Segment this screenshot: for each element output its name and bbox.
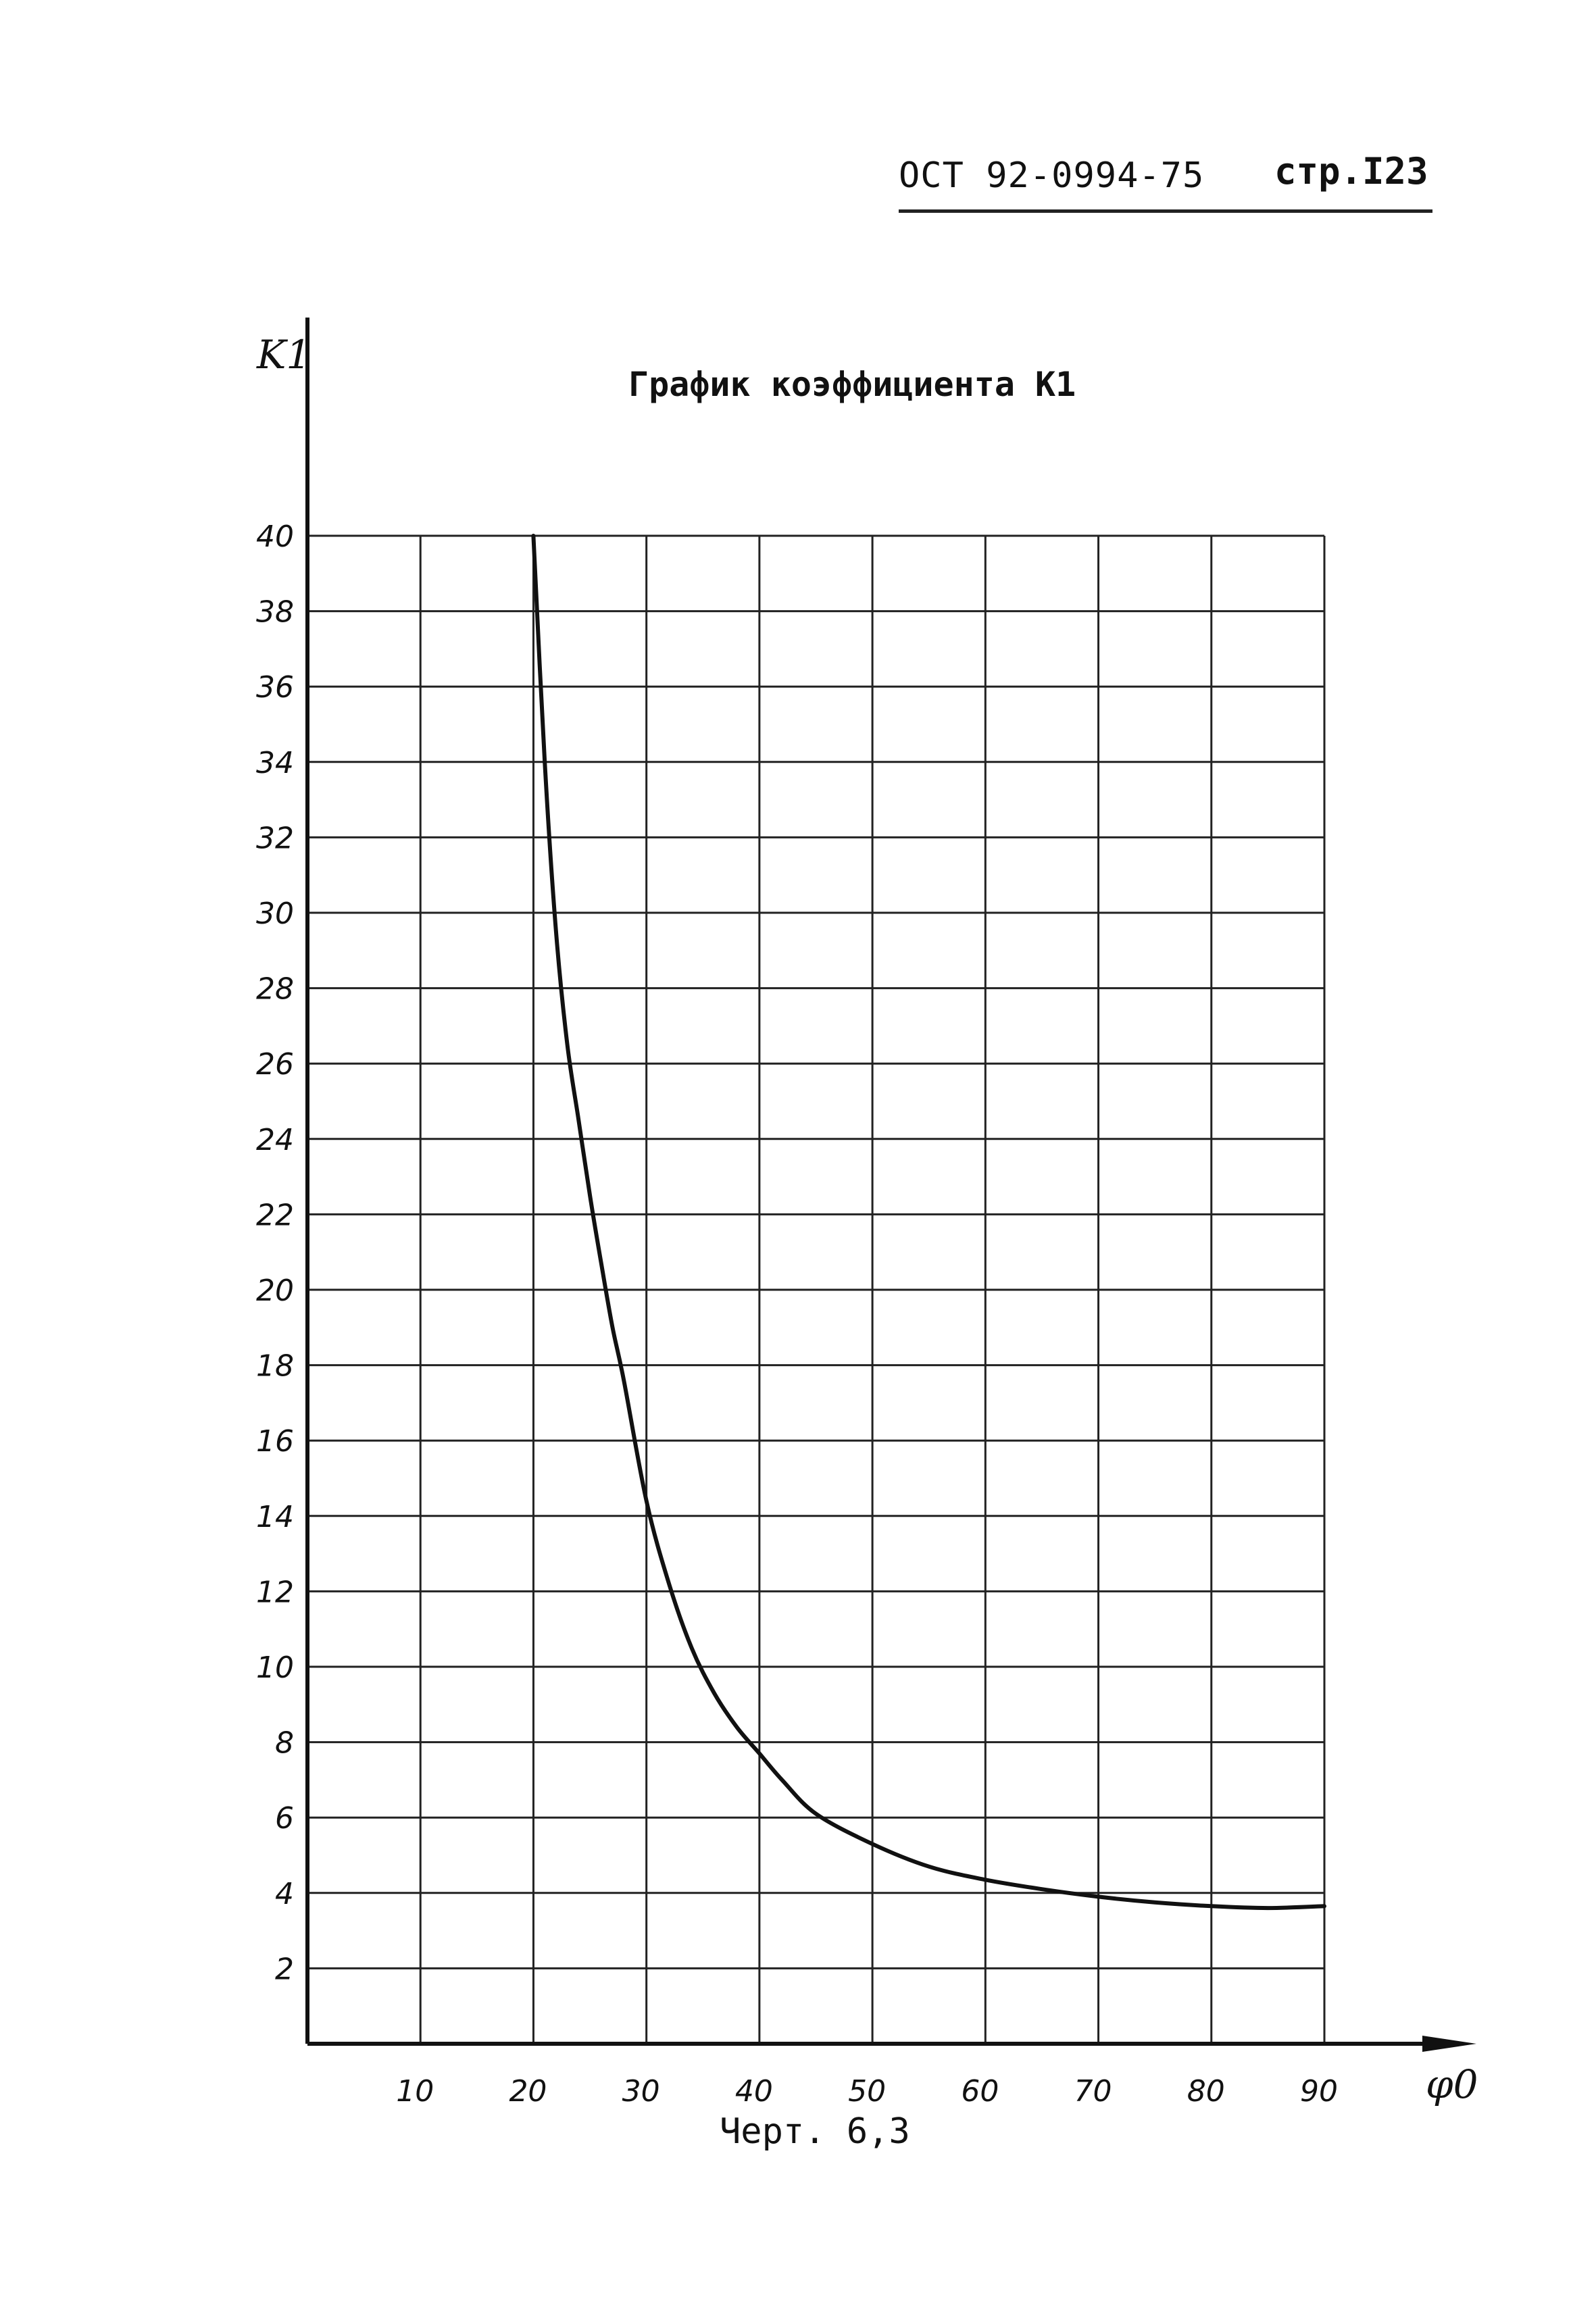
- y-tick-label: 30: [256, 897, 294, 931]
- document-code: ОСТ 92-0994-75: [899, 155, 1205, 196]
- x-tick-label: 60: [961, 2074, 999, 2109]
- x-tick-label: 90: [1300, 2074, 1338, 2109]
- chart-title: График коэффициента К1: [628, 365, 1076, 404]
- y-tick-label: 32: [256, 821, 294, 855]
- figure-caption: Черт. 6,3: [720, 2111, 910, 2152]
- y-tick-label: 10: [256, 1651, 294, 1685]
- x-tick-label: 50: [848, 2074, 886, 2109]
- x-tick-label: 20: [509, 2074, 547, 2109]
- page-number: стр.I23: [1274, 150, 1428, 193]
- y-tick-label: 38: [256, 595, 294, 630]
- x-axis-title: φ0: [1426, 2061, 1478, 2107]
- y-tick-label: 14: [256, 1500, 294, 1534]
- y-tick-label: 18: [256, 1349, 294, 1384]
- y-tick-label: 28: [256, 972, 294, 1007]
- y-tick-label: 8: [275, 1726, 294, 1761]
- x-tick-label: 80: [1187, 2074, 1225, 2109]
- y-tick-label: 40: [256, 520, 294, 554]
- y-tick-label: 36: [256, 670, 294, 705]
- y-tick-label: 26: [256, 1047, 294, 1082]
- y-axis-title: K1: [256, 332, 311, 378]
- series-line: [531, 534, 1326, 1911]
- y-tick-label: 34: [256, 746, 294, 780]
- x-axis-arrow: [1422, 2036, 1476, 2052]
- y-tick-label: 6: [275, 1801, 294, 1836]
- x-tick-label: 40: [735, 2074, 773, 2109]
- y-tick-label: 16: [256, 1424, 294, 1459]
- x-tick-label: 30: [622, 2074, 660, 2109]
- document-header: ОСТ 92-0994-75 стр.I23: [899, 142, 1432, 216]
- y-tick-label: 20: [256, 1274, 294, 1308]
- x-tick-label: 70: [1074, 2074, 1112, 2109]
- y-tick-label: 12: [256, 1575, 294, 1609]
- header-rule: [899, 209, 1432, 213]
- y-tick-label: 24: [256, 1123, 294, 1157]
- y-tick-label: 22: [256, 1198, 294, 1232]
- x-tick-label: 10: [396, 2074, 434, 2109]
- y-tick-label: 2: [275, 1952, 294, 1986]
- y-tick-label: 4: [275, 1877, 294, 1911]
